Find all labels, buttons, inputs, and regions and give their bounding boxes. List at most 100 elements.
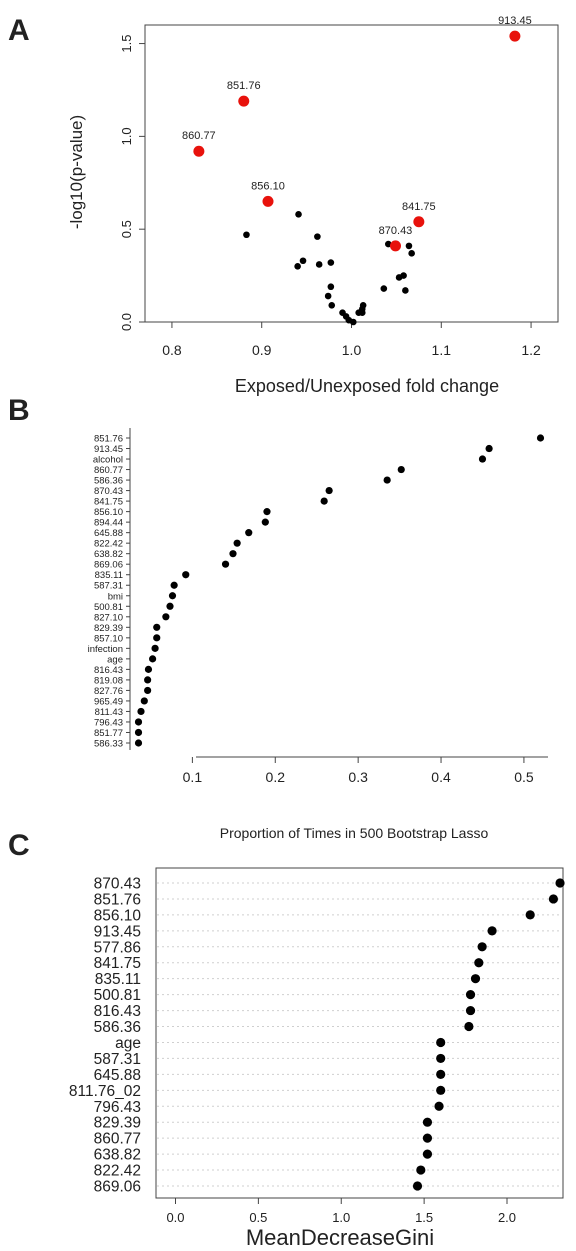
bootstrap-point (233, 539, 241, 547)
volcano-y-axis: 0.0 0.5 1.0 1.5 (119, 35, 145, 331)
bootstrap-x-tick-label: 0.3 (348, 769, 368, 785)
bootstrap-point (168, 592, 177, 600)
volcano-highlight-point (389, 240, 401, 252)
gini-variable-label: 856.10 (94, 907, 142, 924)
bootstrap-point (144, 676, 152, 684)
volcano-y-tick-label: 0.5 (119, 220, 134, 238)
panel-label-a: A (8, 14, 30, 47)
bootstrap-point (153, 623, 161, 631)
gini-variable-label: 913.45 (94, 923, 141, 940)
bootstrap-variable-label: 587.31 (94, 581, 123, 592)
gini-variable-label: 816.43 (94, 1003, 141, 1020)
bootstrap-variable-label: 860.77 (94, 465, 123, 476)
volcano-point (405, 242, 413, 250)
gini-x-tick-label: 1.5 (415, 1210, 433, 1225)
bootstrap-point (245, 529, 253, 537)
bootstrap-variable-label: 586.36 (94, 476, 123, 487)
bootstrap-variable-label: 965.49 (94, 696, 123, 707)
gini-point (525, 910, 535, 920)
bootstrap-variable-label: 638.82 (94, 549, 123, 560)
gini-variable-label: 645.88 (94, 1067, 141, 1084)
volcano-point (358, 309, 366, 317)
bootstrap-point (170, 581, 178, 589)
gini-x-tick-label: 1.0 (332, 1210, 350, 1225)
gini-point (465, 990, 476, 1000)
volcano-point (328, 301, 336, 309)
volcano-x-tick-label: 1.2 (521, 342, 541, 358)
bootstrap-variable-label: 894.44 (94, 518, 123, 529)
volcano-x-tick-label: 0.8 (162, 342, 182, 358)
volcano-point (327, 259, 335, 266)
bootstrap-variable-label: 835.11 (95, 570, 123, 581)
bootstrap-point (144, 665, 153, 673)
bootstrap-variable-label: age (107, 654, 123, 665)
bootstrap-variable-label: 796.43 (94, 717, 123, 728)
bootstrap-variable-label: 816.43 (94, 665, 123, 676)
bootstrap-point (182, 571, 190, 579)
volcano-x-tick-label: 1.1 (432, 342, 452, 358)
volcano-plot-frame (144, 24, 559, 323)
bootstrap-point (229, 550, 237, 558)
volcano-point (385, 240, 392, 248)
gini-variable-label: 851.76 (94, 891, 141, 908)
volcano-y-axis-label: -log10(p-value) (67, 115, 86, 229)
gini-importance-plot: 870.43851.76856.10913.45577.86841.75835.… (69, 867, 565, 1250)
volcano-x-tick-label: 0.9 (252, 342, 272, 358)
bootstrap-point (134, 718, 143, 726)
bootstrap-point (149, 655, 157, 663)
bootstrap-variable-label: 822.42 (94, 539, 123, 550)
bootstrap-variable-label: 857.10 (94, 633, 123, 644)
gini-x-axis: 0.0 0.5 1.0 1.5 2.0 (166, 1198, 516, 1225)
bootstrap-point (320, 497, 328, 505)
bootstrap-point (478, 455, 487, 463)
bootstrap-x-tick-label: 0.5 (514, 769, 534, 785)
bootstrap-x-tick-label: 0.1 (183, 769, 203, 785)
volcano-point (315, 261, 323, 268)
gini-variable-label: 586.36 (94, 1019, 141, 1036)
gini-point (487, 926, 497, 936)
volcano-point-label: 856.10 (251, 180, 285, 192)
gini-point (436, 1085, 446, 1095)
volcano-x-axis: 0.8 0.9 1.0 1.1 1.2 (162, 322, 541, 358)
bootstrap-variable-label: alcohol (93, 455, 123, 466)
volcano-point (324, 292, 332, 300)
bootstrap-point (263, 508, 271, 516)
volcano-point-label: 913.45 (498, 15, 532, 27)
volcano-point-label: 870.43 (379, 225, 413, 237)
volcano-point (400, 272, 407, 279)
gini-point (464, 1021, 474, 1032)
panel-label-b: B (8, 394, 30, 427)
gini-variable-label: 835.11 (95, 971, 141, 988)
volcano-point-label: 841.75 (402, 201, 436, 213)
volcano-points (243, 211, 415, 326)
bootstrap-axis-title: Proportion of Times in 500 Bootstrap Las… (220, 825, 489, 841)
volcano-y-tick-label: 0.0 (119, 313, 134, 331)
bootstrap-point (166, 602, 174, 610)
bootstrap-variable-label: 827.76 (94, 686, 123, 697)
volcano-point (299, 257, 307, 265)
gini-point (548, 894, 559, 904)
gini-x-tick-label: 0.0 (166, 1210, 184, 1225)
volcano-point (349, 318, 357, 326)
gini-point (416, 1165, 426, 1175)
bootstrap-variable-label: 811.43 (95, 707, 123, 718)
gini-variable-label: 811.76_02 (69, 1083, 141, 1100)
gini-point (422, 1133, 433, 1143)
volcano-highlight-point (262, 195, 274, 207)
volcano-plot: 0.0 0.5 1.0 1.5 0.8 0.9 1.0 1.1 1.2 913.45 851.7… (67, 15, 559, 396)
volcano-point (314, 233, 321, 240)
bootstrap-variable-label: 500.81 (94, 602, 123, 613)
bootstrap-point (137, 707, 145, 716)
volcano-point (243, 231, 250, 239)
bootstrap-x-tick-label: 0.4 (431, 769, 451, 785)
volcano-highlight-point (238, 95, 250, 107)
gini-point (422, 1149, 433, 1159)
volcano-point (294, 263, 301, 270)
volcano-highlight-point (509, 30, 521, 42)
gini-point (436, 1037, 446, 1048)
bootstrap-variable-label: 851.76 (94, 434, 123, 445)
gini-variable-label: 870.43 (94, 876, 141, 893)
gini-x-tick-label: 0.5 (249, 1210, 267, 1225)
bootstrap-variable-label: infection (88, 644, 123, 655)
